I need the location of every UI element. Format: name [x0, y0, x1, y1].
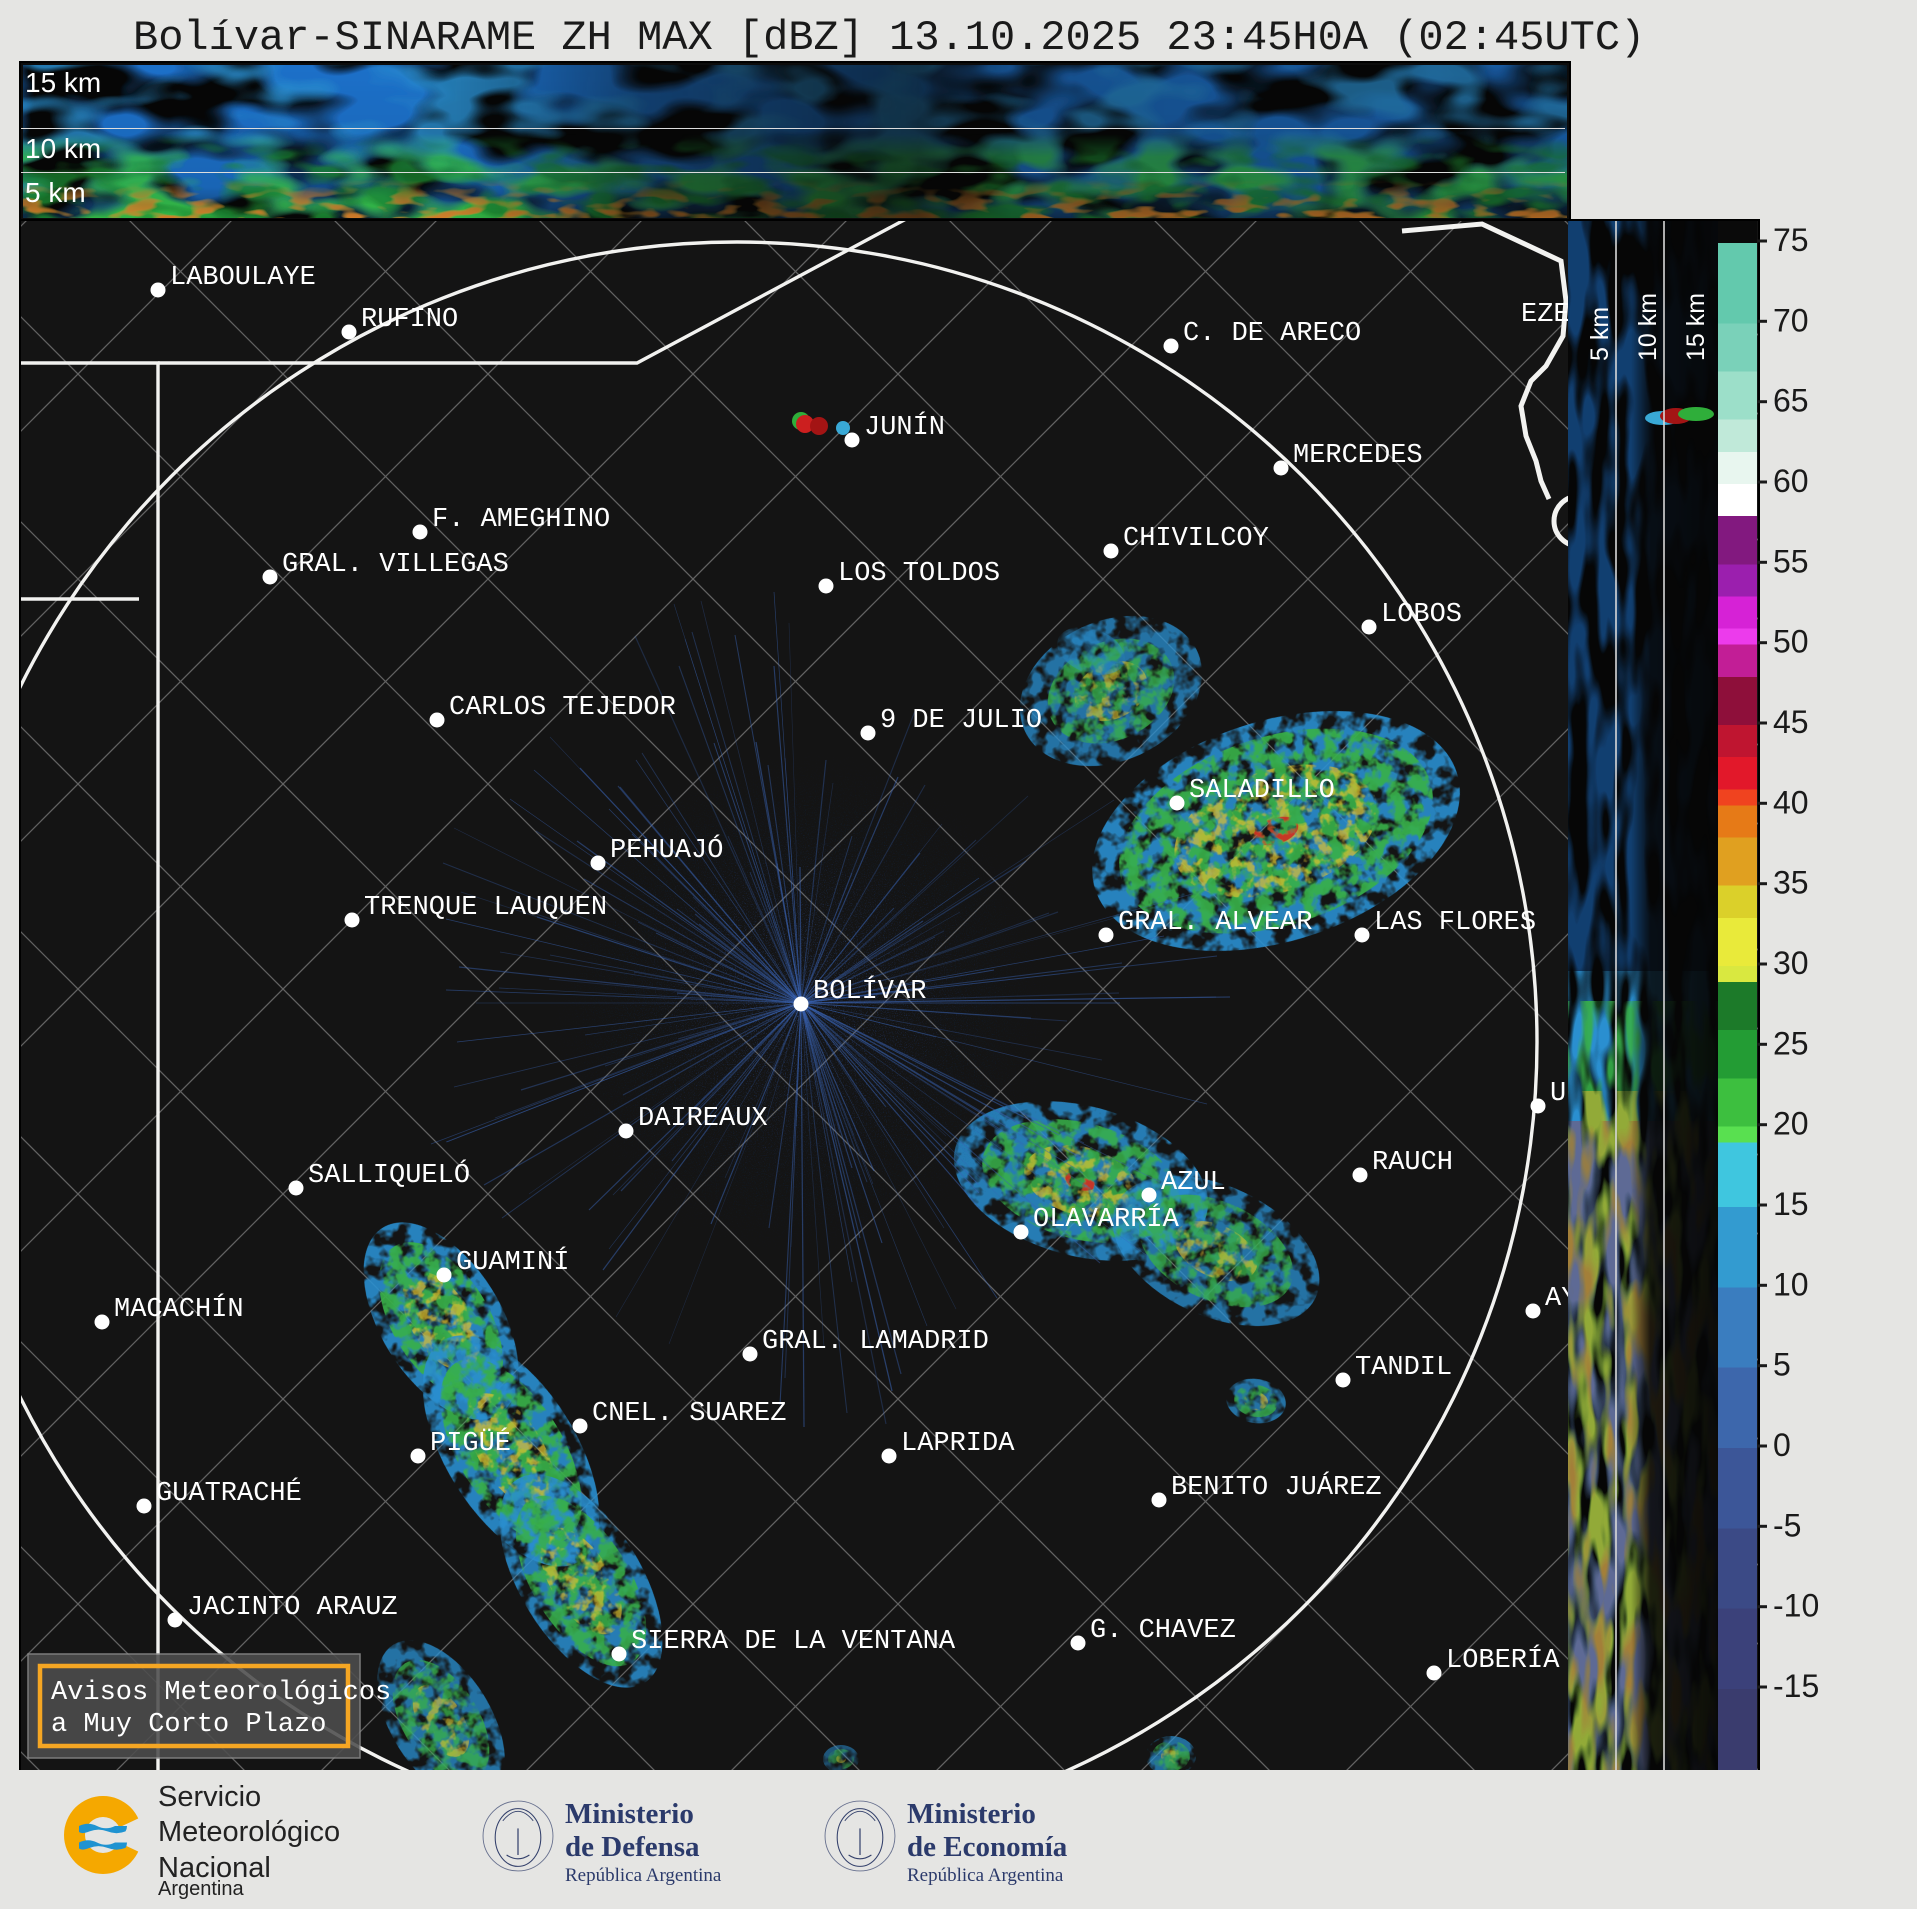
svg-text:GUATRACHÉ: GUATRACHÉ — [156, 1477, 302, 1509]
svg-text:GRAL. VILLEGAS: GRAL. VILLEGAS — [282, 550, 509, 580]
svg-text:10 km: 10 km — [1634, 293, 1662, 361]
svg-text:Avisos Meteorológicos: Avisos Meteorológicos — [51, 1678, 391, 1708]
svg-text:PEHUAJÓ: PEHUAJÓ — [610, 833, 723, 866]
svg-text:MACACHÍN: MACACHÍN — [114, 1293, 244, 1325]
svg-text:20: 20 — [1773, 1106, 1809, 1142]
svg-text:MERCEDES: MERCEDES — [1293, 441, 1423, 471]
svg-text:LOBERÍA: LOBERÍA — [1446, 1644, 1560, 1676]
svg-text:LOBOS: LOBOS — [1381, 600, 1462, 630]
svg-text:5 km: 5 km — [1586, 307, 1614, 361]
svg-text:SALADILLO: SALADILLO — [1189, 776, 1335, 806]
svg-text:55: 55 — [1773, 543, 1809, 579]
svg-text:25: 25 — [1773, 1025, 1809, 1061]
svg-text:75: 75 — [1773, 222, 1809, 258]
svg-text:-15: -15 — [1773, 1668, 1819, 1704]
svg-text:5: 5 — [1773, 1347, 1791, 1383]
svg-text:60: 60 — [1773, 463, 1809, 499]
svg-text:-10: -10 — [1773, 1588, 1819, 1624]
svg-text:70: 70 — [1773, 302, 1809, 338]
svg-text:10: 10 — [1773, 1266, 1809, 1302]
svg-text:JACINTO ARAUZ: JACINTO ARAUZ — [187, 1593, 398, 1623]
svg-text:GRAL. LAMADRID: GRAL. LAMADRID — [762, 1327, 989, 1357]
svg-text:PIGÜÉ: PIGÜÉ — [430, 1427, 511, 1459]
svg-text:30: 30 — [1773, 945, 1809, 981]
svg-text:SIERRA DE LA VENTANA: SIERRA DE LA VENTANA — [631, 1627, 956, 1657]
svg-text:LABOULAYE: LABOULAYE — [170, 263, 316, 293]
svg-text:C. DE ARECO: C. DE ARECO — [1183, 319, 1361, 349]
svg-text:LOS TOLDOS: LOS TOLDOS — [838, 559, 1000, 589]
svg-text:GRAL. ALVEAR: GRAL. ALVEAR — [1118, 908, 1312, 938]
svg-text:15: 15 — [1773, 1186, 1809, 1222]
svg-text:15 km: 15 km — [1682, 293, 1710, 361]
svg-text:DAIREAUX: DAIREAUX — [638, 1104, 768, 1134]
svg-text:9 DE JULIO: 9 DE JULIO — [880, 706, 1042, 736]
svg-text:50: 50 — [1773, 624, 1809, 660]
svg-text:0: 0 — [1773, 1427, 1791, 1463]
svg-text:G. CHAVEZ: G. CHAVEZ — [1090, 1616, 1236, 1646]
svg-text:JUNÍN: JUNÍN — [864, 411, 945, 443]
svg-text:TRENQUE LAUQUEN: TRENQUE LAUQUEN — [364, 893, 607, 923]
svg-text:65: 65 — [1773, 383, 1809, 419]
svg-text:LAPRIDA: LAPRIDA — [901, 1429, 1015, 1459]
svg-text:EZE: EZE — [1521, 300, 1570, 330]
svg-text:OLAVARRÍA: OLAVARRÍA — [1033, 1203, 1180, 1235]
svg-text:F. AMEGHINO: F. AMEGHINO — [432, 505, 610, 535]
svg-text:GUAMINÍ: GUAMINÍ — [456, 1246, 569, 1278]
svg-text:CNEL. SUAREZ: CNEL. SUAREZ — [592, 1399, 786, 1429]
svg-text:TANDIL: TANDIL — [1355, 1353, 1452, 1383]
svg-text:RAUCH: RAUCH — [1372, 1148, 1453, 1178]
svg-text:SALLIQUELÓ: SALLIQUELÓ — [308, 1158, 470, 1191]
svg-text:LAS FLORES: LAS FLORES — [1374, 908, 1536, 938]
svg-text:40: 40 — [1773, 784, 1809, 820]
svg-text:CHIVILCOY: CHIVILCOY — [1123, 524, 1269, 554]
svg-text:-5: -5 — [1773, 1507, 1801, 1543]
svg-text:BOLÍVAR: BOLÍVAR — [813, 975, 926, 1007]
svg-text:a Muy Corto Plazo: a Muy Corto Plazo — [51, 1710, 326, 1740]
svg-text:45: 45 — [1773, 704, 1809, 740]
svg-text:BENITO JUÁREZ: BENITO JUÁREZ — [1171, 1471, 1382, 1503]
svg-text:CARLOS TEJEDOR: CARLOS TEJEDOR — [449, 693, 676, 723]
svg-text:AZUL: AZUL — [1161, 1168, 1226, 1198]
svg-text:RUFINO: RUFINO — [361, 305, 458, 335]
svg-text:35: 35 — [1773, 865, 1809, 901]
